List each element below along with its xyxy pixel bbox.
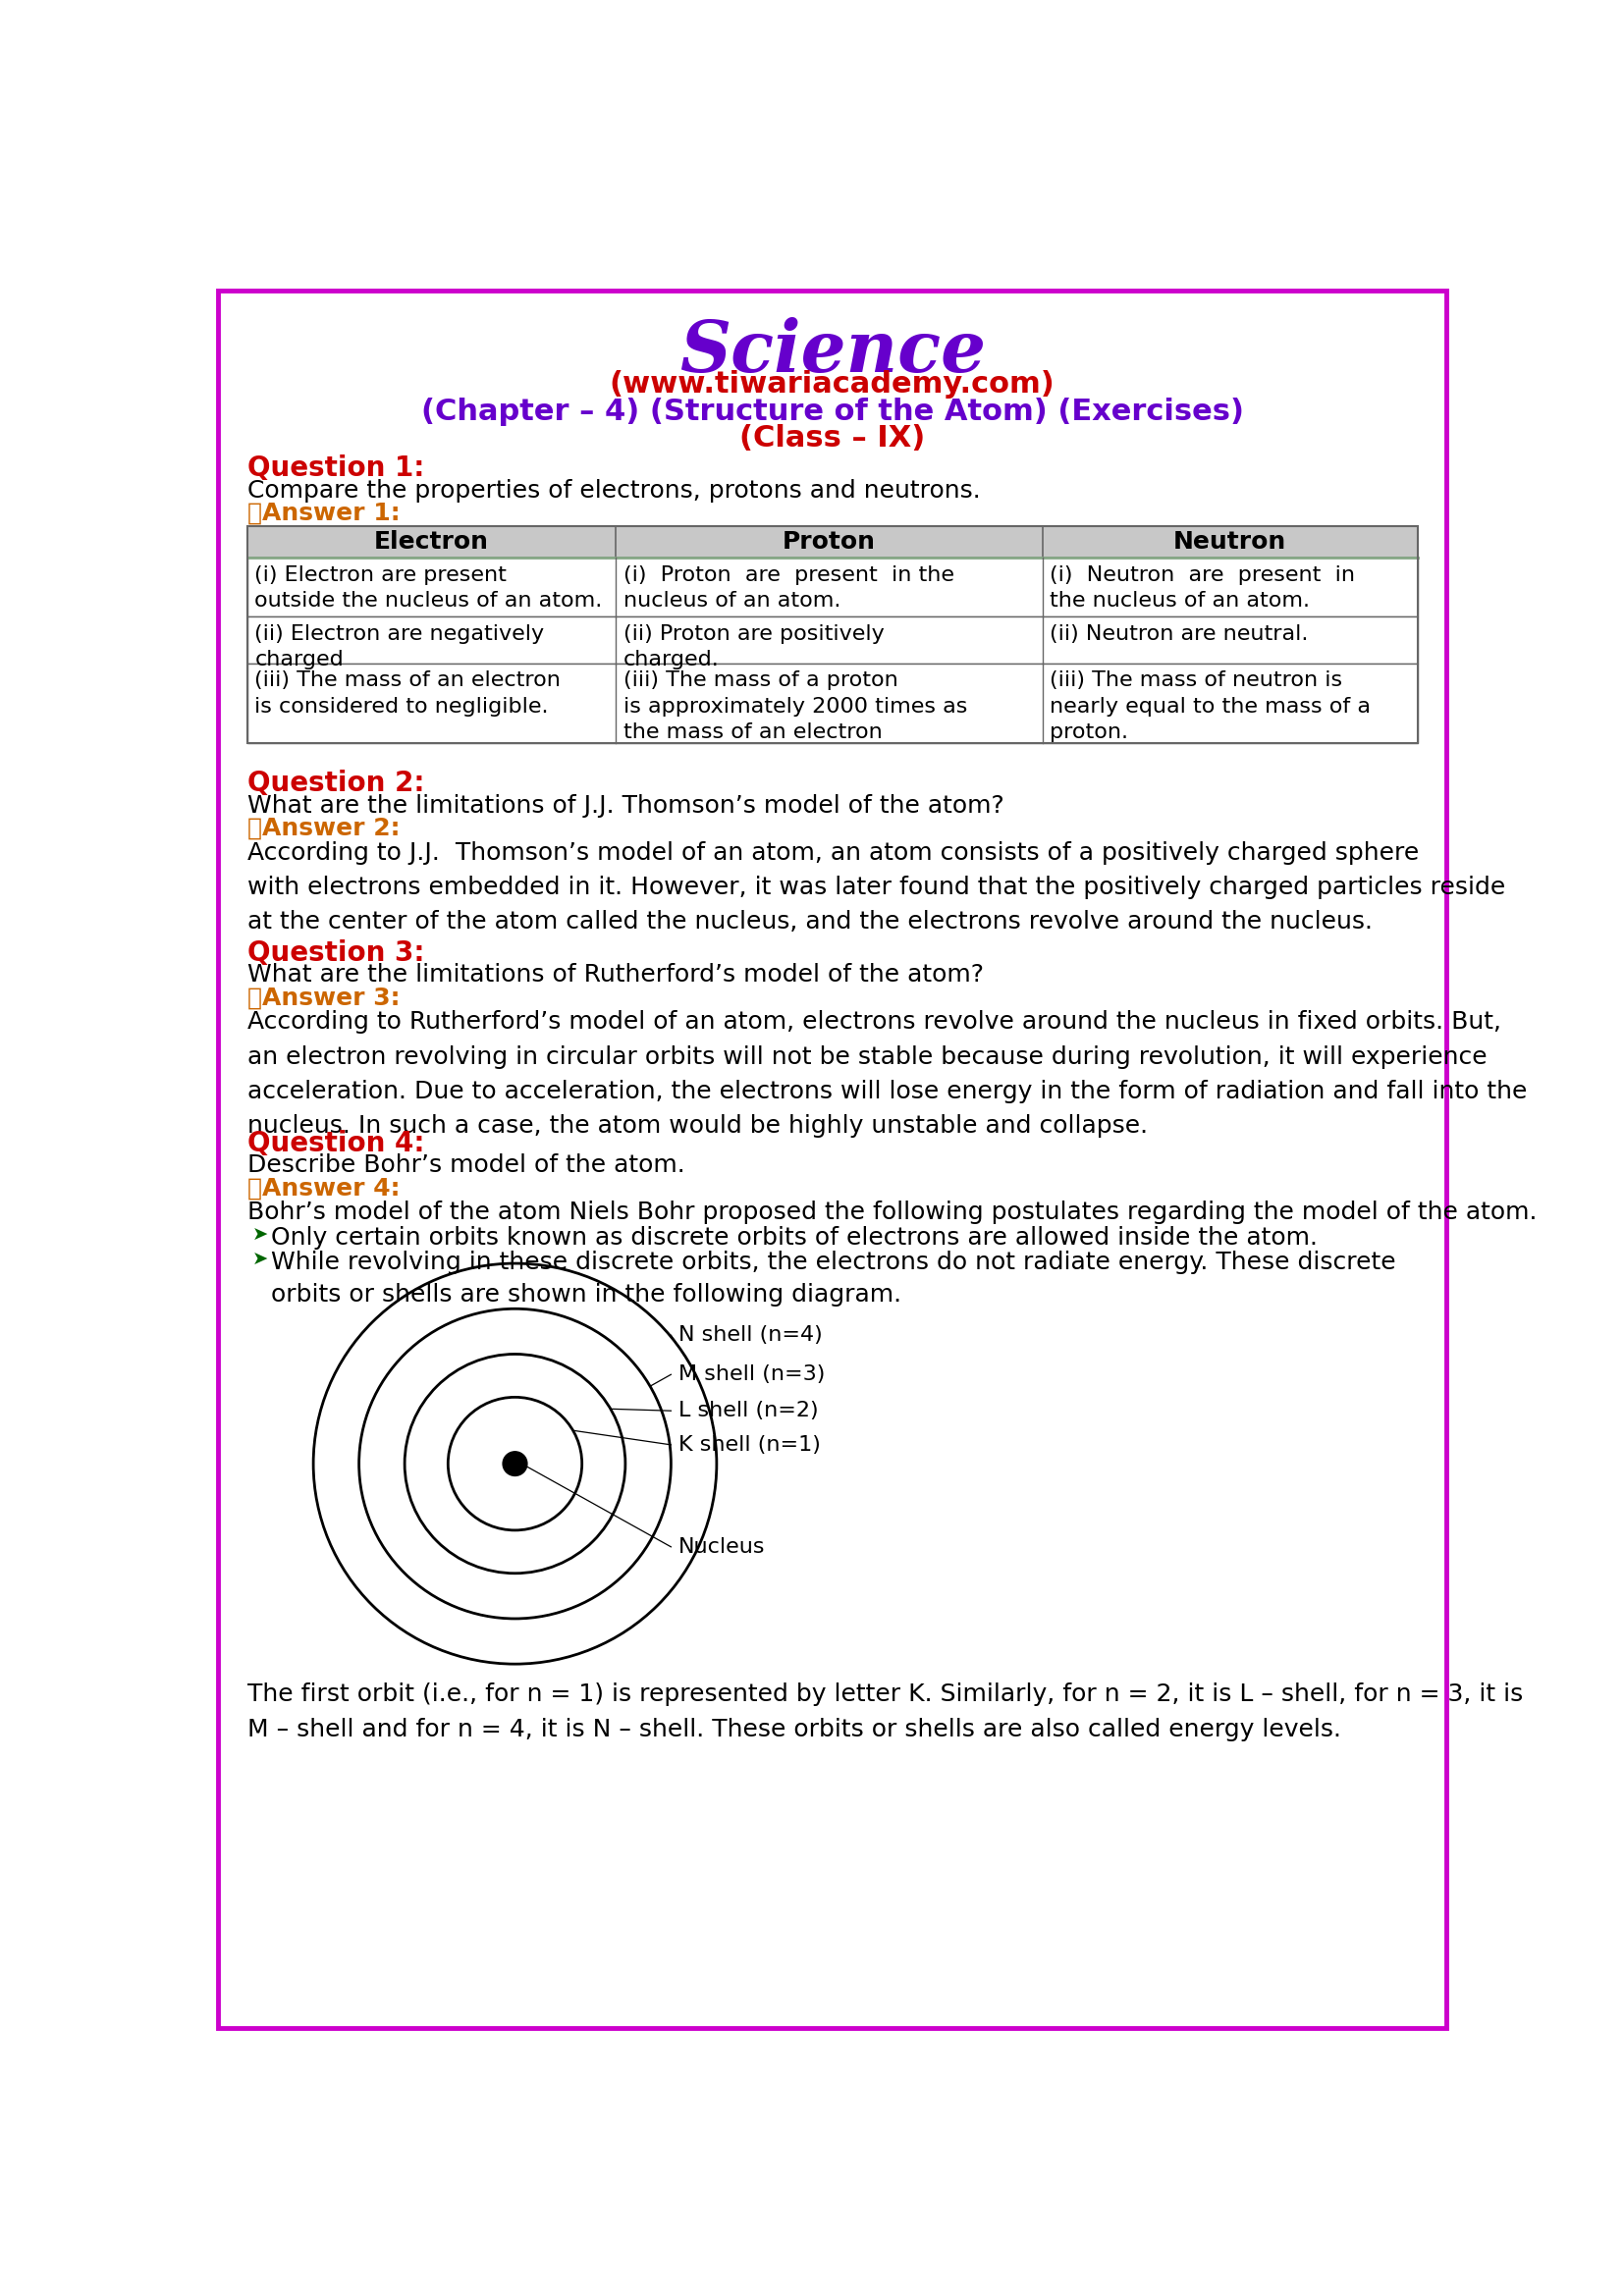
Text: According to Rutherford’s model of an atom, electrons revolve around the nucleus: According to Rutherford’s model of an at… bbox=[247, 1010, 1527, 1139]
Polygon shape bbox=[737, 661, 1293, 916]
Text: (ii) Electron are negatively
charged: (ii) Electron are negatively charged bbox=[255, 625, 544, 670]
Text: (ii) Neutron are neutral.: (ii) Neutron are neutral. bbox=[1051, 625, 1309, 643]
Text: Question 3:: Question 3: bbox=[247, 939, 424, 967]
Text: While revolving in these discrete orbits, the electrons do not radiate energy. T: While revolving in these discrete orbits… bbox=[271, 1251, 1397, 1306]
Text: Question 4:: Question 4: bbox=[247, 1130, 424, 1157]
Text: What are the limitations of Rutherford’s model of the atom?: What are the limitations of Rutherford’s… bbox=[247, 964, 984, 987]
Text: ➤: ➤ bbox=[252, 1251, 268, 1270]
Text: (Chapter – 4) (Structure of the Atom) (Exercises): (Chapter – 4) (Structure of the Atom) (E… bbox=[421, 397, 1244, 425]
Text: Science: Science bbox=[679, 317, 986, 386]
FancyBboxPatch shape bbox=[247, 664, 1418, 742]
Circle shape bbox=[503, 1451, 528, 1476]
Text: Only certain orbits known as discrete orbits of electrons are allowed inside the: Only certain orbits known as discrete or… bbox=[271, 1226, 1319, 1249]
Text: 🖊Answer 1:: 🖊Answer 1: bbox=[247, 501, 400, 526]
FancyBboxPatch shape bbox=[218, 292, 1447, 2027]
Text: 🖊Answer 2:: 🖊Answer 2: bbox=[247, 817, 400, 840]
Text: Nucleus: Nucleus bbox=[679, 1536, 765, 1557]
Text: Neutron: Neutron bbox=[1173, 530, 1286, 553]
Text: (iii) The mass of an electron
is considered to negligible.: (iii) The mass of an electron is conside… bbox=[255, 670, 560, 716]
Text: (www.tiwariacademy.com): (www.tiwariacademy.com) bbox=[609, 370, 1056, 400]
Text: 🖊Answer 4:: 🖊Answer 4: bbox=[247, 1176, 400, 1201]
Polygon shape bbox=[398, 978, 974, 1261]
Text: What are the limitations of J.J. Thomson’s model of the atom?: What are the limitations of J.J. Thomson… bbox=[247, 794, 1004, 817]
Text: N shell (n=4): N shell (n=4) bbox=[679, 1325, 823, 1345]
Text: (i)  Neutron  are  present  in
the nucleus of an atom.: (i) Neutron are present in the nucleus o… bbox=[1051, 565, 1356, 611]
Text: M shell (n=3): M shell (n=3) bbox=[679, 1364, 825, 1384]
Text: L shell (n=2): L shell (n=2) bbox=[679, 1401, 818, 1421]
FancyBboxPatch shape bbox=[247, 526, 1418, 558]
Text: Describe Bohr’s model of the atom.: Describe Bohr’s model of the atom. bbox=[247, 1155, 685, 1178]
FancyBboxPatch shape bbox=[538, 1545, 903, 1644]
Text: (iii) The mass of a proton
is approximately 2000 times as
the mass of an electro: (iii) The mass of a proton is approximat… bbox=[624, 670, 966, 742]
Text: (ii) Proton are positively
charged.: (ii) Proton are positively charged. bbox=[624, 625, 883, 670]
Text: The first orbit (i.e., for n = 1) is represented by letter K. Similarly, for n =: The first orbit (i.e., for n = 1) is rep… bbox=[247, 1683, 1523, 1740]
FancyBboxPatch shape bbox=[247, 615, 1418, 664]
Text: (Class – IX): (Class – IX) bbox=[739, 425, 926, 452]
Text: Proton: Proton bbox=[783, 530, 875, 553]
Text: Bohr’s model of the atom Niels Bohr proposed the following postulates regarding : Bohr’s model of the atom Niels Bohr prop… bbox=[247, 1201, 1536, 1224]
Text: Compare the properties of electrons, protons and neutrons.: Compare the properties of electrons, pro… bbox=[247, 480, 981, 503]
Text: (iii) The mass of neutron is
nearly equal to the mass of a
proton.: (iii) The mass of neutron is nearly equa… bbox=[1051, 670, 1371, 742]
Text: (i) Electron are present
outside the nucleus of an atom.: (i) Electron are present outside the nuc… bbox=[255, 565, 603, 611]
Text: ➤: ➤ bbox=[252, 1226, 268, 1244]
Text: K shell (n=1): K shell (n=1) bbox=[679, 1435, 820, 1456]
Text: Question 2:: Question 2: bbox=[247, 769, 424, 797]
Text: Question 1:: Question 1: bbox=[247, 455, 424, 482]
Text: According to J.J.  Thomson’s model of an atom, an atom consists of a positively : According to J.J. Thomson’s model of an … bbox=[247, 840, 1505, 934]
FancyBboxPatch shape bbox=[247, 558, 1418, 615]
Text: 🖊Answer 3:: 🖊Answer 3: bbox=[247, 985, 400, 1010]
Text: Electron: Electron bbox=[374, 530, 489, 553]
Text: (i)  Proton  are  present  in the
nucleus of an atom.: (i) Proton are present in the nucleus of… bbox=[624, 565, 953, 611]
